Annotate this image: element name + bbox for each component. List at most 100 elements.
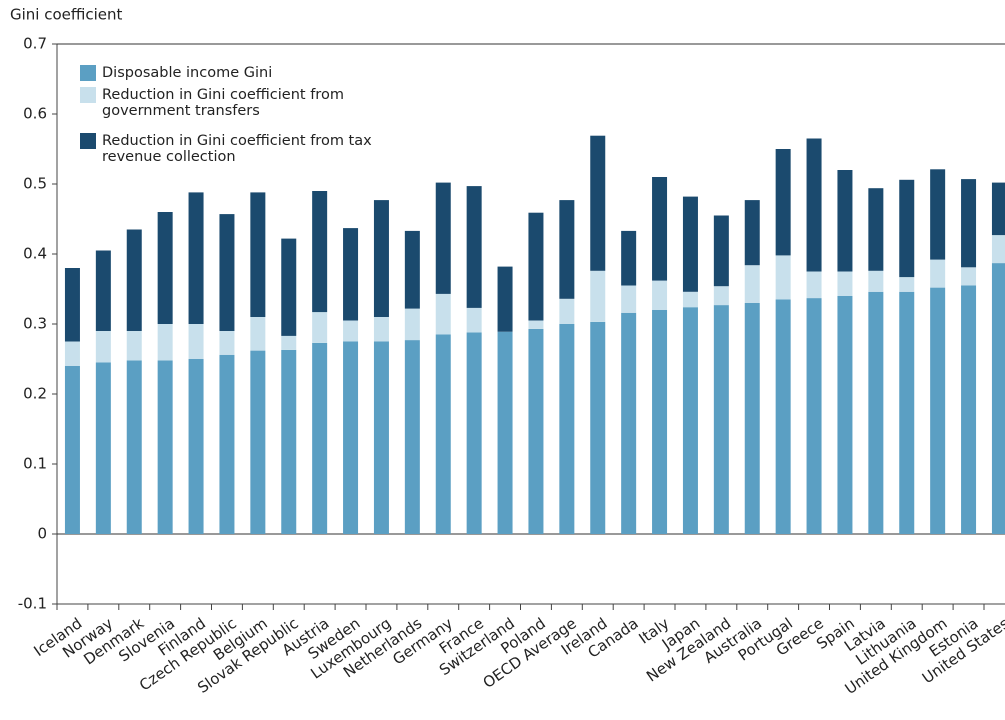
bar-segment — [219, 214, 235, 331]
bar-segment — [682, 196, 698, 292]
bar-segment — [899, 291, 915, 534]
y-tick-label: 0.2 — [23, 385, 47, 403]
bar-segment — [868, 188, 884, 271]
bar-segment — [404, 340, 420, 534]
y-tick-label: 0 — [37, 525, 47, 543]
bar-segment — [250, 317, 266, 351]
bar-segment — [899, 179, 915, 278]
bar-segment — [559, 298, 575, 324]
bar-segment — [95, 362, 111, 534]
legend-swatch — [80, 87, 96, 103]
bar-segment — [343, 320, 359, 342]
bar-segment — [435, 334, 451, 534]
bar-segment — [281, 238, 297, 336]
bar-segment — [435, 182, 451, 294]
bar-segment — [126, 360, 142, 534]
bar-segment — [157, 212, 173, 324]
legend-line: revenue collection — [102, 149, 236, 165]
legend-label: Reduction in Gini coefficient from tax re… — [102, 133, 372, 165]
bar-segment — [281, 335, 297, 350]
bar-segment — [961, 267, 977, 286]
bar-segment — [466, 307, 482, 333]
bar-segment — [404, 230, 420, 309]
legend-line: Reduction in Gini coefficient from — [102, 87, 344, 103]
bar-segment — [497, 331, 513, 534]
bar-segment — [404, 308, 420, 341]
bar-segment — [899, 277, 915, 292]
bar-segment — [281, 349, 297, 534]
bar-segment — [744, 303, 760, 534]
bar-segment — [188, 192, 204, 324]
bar-segment — [775, 299, 791, 534]
bar-segment — [713, 305, 729, 534]
y-tick-label: 0.1 — [23, 455, 47, 473]
bar-segment — [837, 296, 853, 534]
bar-segment — [312, 312, 328, 343]
bar-segment — [64, 268, 80, 342]
bar-segment — [991, 263, 1005, 534]
legend-label: Reduction in Gini coefficient from govern… — [102, 87, 344, 119]
bar-segment — [590, 321, 606, 534]
bar-segment — [682, 291, 698, 308]
y-tick-label: 0.7 — [23, 35, 47, 53]
bar-segment — [744, 265, 760, 303]
bar-segment — [497, 266, 513, 332]
bar-segment — [188, 359, 204, 534]
bar-segment — [991, 235, 1005, 264]
bar-segment — [250, 192, 266, 317]
bar-segment — [157, 324, 173, 361]
y-tick-label: 0.4 — [23, 245, 47, 263]
bar-segment — [312, 342, 328, 534]
bar-segment — [126, 331, 142, 361]
legend-label: Disposable income Gini — [102, 65, 272, 81]
bar-segment — [559, 324, 575, 534]
bar-segment — [775, 149, 791, 256]
bar-segment — [373, 341, 389, 534]
y-tick-label: 0.3 — [23, 315, 47, 333]
legend-swatch — [80, 133, 96, 149]
bar-segment — [590, 270, 606, 322]
bar-segment — [837, 271, 853, 296]
legend-line: government transfers — [102, 103, 260, 119]
y-tick-label: -0.1 — [18, 595, 47, 613]
y-tick-label: 0.5 — [23, 175, 47, 193]
bar-segment — [343, 341, 359, 534]
bar-segment — [806, 298, 822, 534]
y-tick-label: 0.6 — [23, 105, 47, 123]
bars — [64, 135, 1005, 534]
bar-segment — [466, 186, 482, 308]
bar-segment — [312, 191, 328, 313]
bar-segment — [621, 285, 637, 313]
bar-segment — [466, 332, 482, 534]
bar-segment — [219, 331, 235, 355]
bar-segment — [621, 312, 637, 534]
bar-segment — [528, 328, 544, 534]
bar-segment — [744, 200, 760, 266]
bar-segment — [991, 182, 1005, 236]
bar-segment — [250, 350, 266, 534]
y-axis-label: Gini coefficient — [10, 6, 123, 24]
bar-segment — [806, 138, 822, 272]
bar-segment — [713, 286, 729, 306]
bar-segment — [930, 169, 946, 260]
bar-segment — [373, 317, 389, 342]
legend-swatch — [80, 65, 96, 81]
bar-segment — [343, 228, 359, 321]
bar-segment — [126, 229, 142, 331]
bar-segment — [930, 259, 946, 288]
bar-segment — [713, 215, 729, 287]
bar-segment — [64, 366, 80, 534]
bar-segment — [652, 280, 668, 310]
bar-segment — [868, 270, 884, 292]
bar-segment — [961, 285, 977, 534]
bar-segment — [961, 179, 977, 268]
bar-segment — [95, 331, 111, 363]
legend-line: Reduction in Gini coefficient from tax — [102, 133, 372, 149]
bar-segment — [188, 324, 204, 359]
bar-segment — [373, 200, 389, 317]
bar-segment — [219, 354, 235, 534]
bar-segment — [652, 177, 668, 281]
bar-segment — [837, 170, 853, 272]
bar-segment — [528, 212, 544, 321]
